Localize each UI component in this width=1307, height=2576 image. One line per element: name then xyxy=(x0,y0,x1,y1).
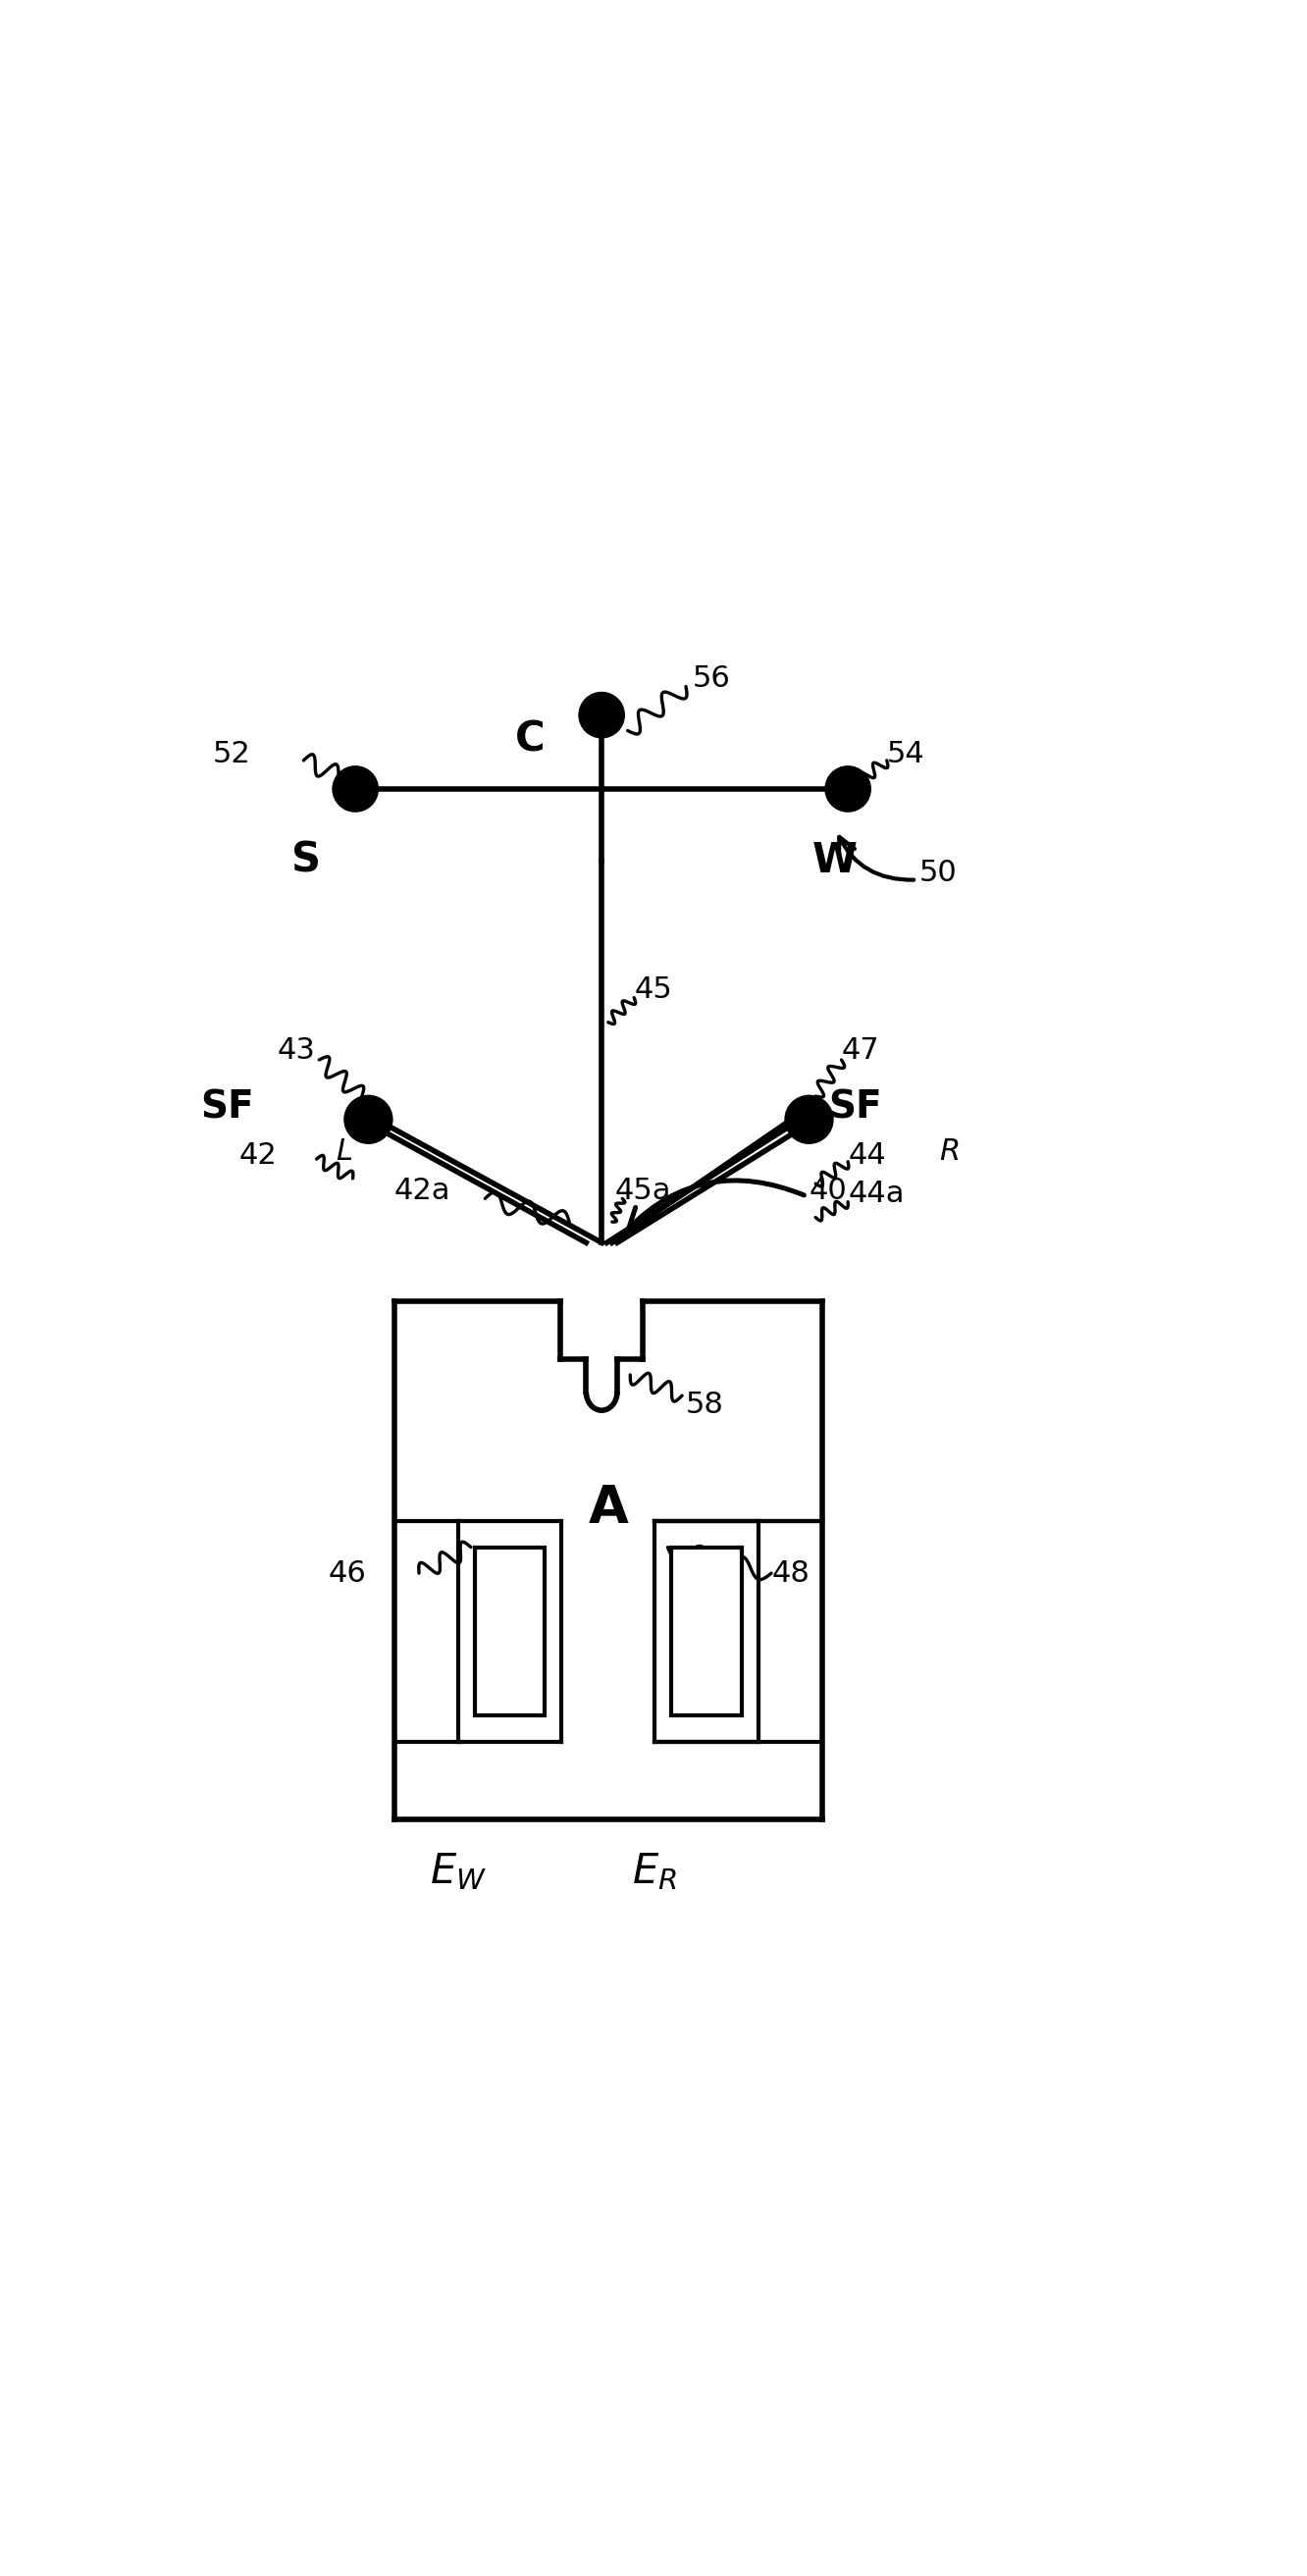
Text: 47: 47 xyxy=(842,1036,880,1064)
Text: $R$: $R$ xyxy=(938,1139,958,1167)
Text: W: W xyxy=(813,840,857,881)
Circle shape xyxy=(786,1097,833,1144)
Text: A: A xyxy=(588,1484,629,1533)
Text: 42: 42 xyxy=(239,1141,277,1170)
Text: 45a: 45a xyxy=(614,1177,670,1206)
Text: $E_R$: $E_R$ xyxy=(633,1850,677,1891)
Text: 43: 43 xyxy=(277,1036,316,1064)
Bar xyxy=(672,1548,741,1716)
Text: $E_W$: $E_W$ xyxy=(430,1850,486,1891)
Text: 58: 58 xyxy=(686,1391,724,1419)
Text: S: S xyxy=(291,840,320,881)
Text: 42a: 42a xyxy=(395,1177,451,1206)
Text: 44: 44 xyxy=(848,1141,886,1170)
Text: $\mathbf{SF}$: $\mathbf{SF}$ xyxy=(200,1087,252,1126)
Bar xyxy=(474,1548,545,1716)
Circle shape xyxy=(826,768,870,811)
Text: 46: 46 xyxy=(328,1558,366,1587)
Text: 52: 52 xyxy=(213,739,251,768)
Text: 56: 56 xyxy=(693,665,731,693)
Text: 44a: 44a xyxy=(848,1180,904,1208)
Text: 50: 50 xyxy=(919,858,957,889)
Text: 40: 40 xyxy=(809,1177,847,1206)
Circle shape xyxy=(579,693,623,737)
Text: 45: 45 xyxy=(634,976,672,1005)
Text: C: C xyxy=(515,719,545,760)
Text: 48: 48 xyxy=(771,1558,809,1587)
Circle shape xyxy=(345,1097,392,1144)
Text: $\mathbf{SF}$: $\mathbf{SF}$ xyxy=(829,1087,881,1126)
Text: $L$: $L$ xyxy=(336,1139,353,1167)
Text: 54: 54 xyxy=(886,739,925,768)
Circle shape xyxy=(333,768,378,811)
